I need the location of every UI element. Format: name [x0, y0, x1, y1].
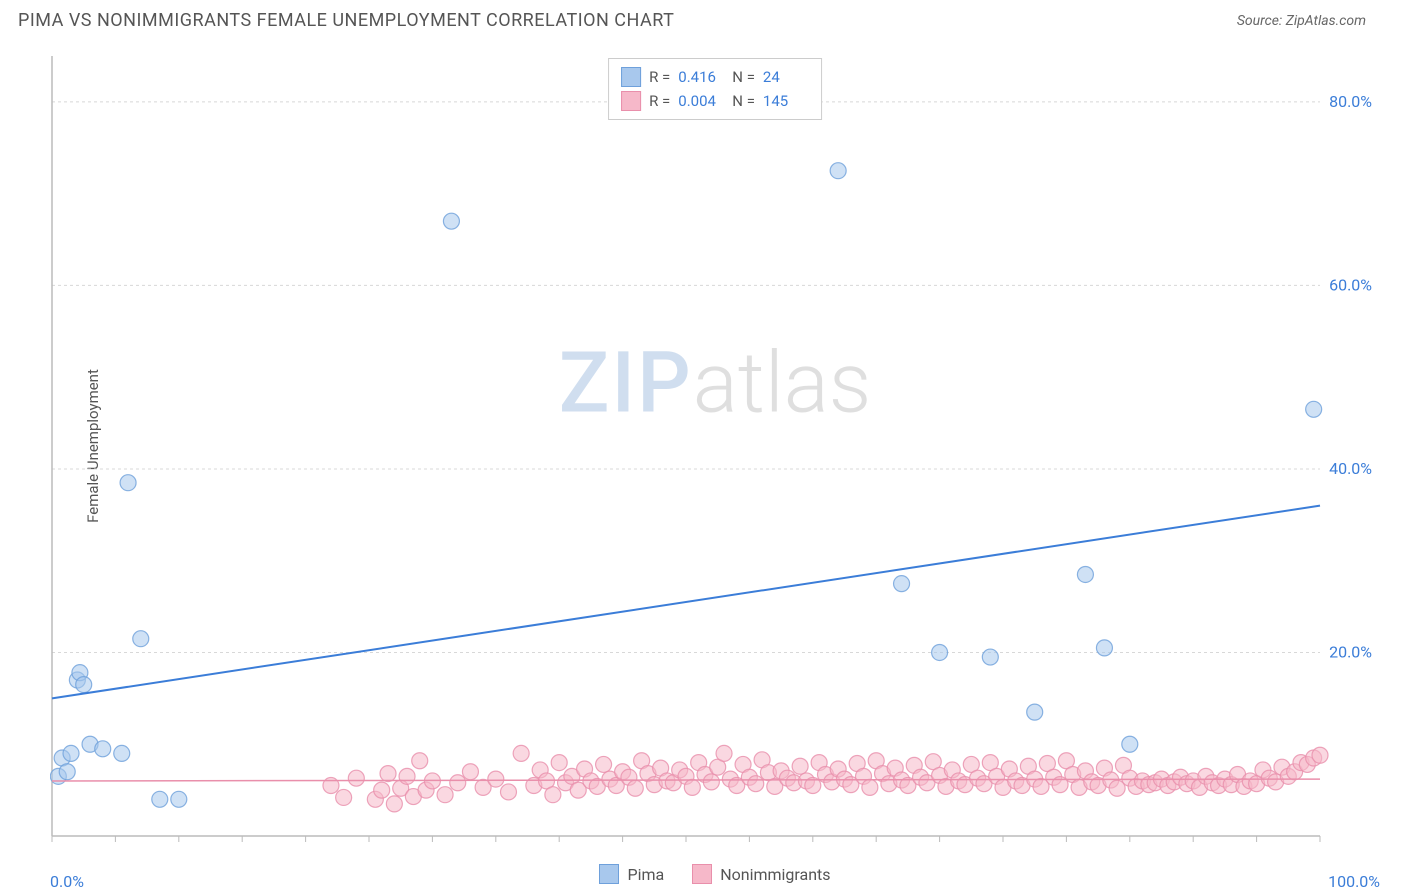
svg-text:20.0%: 20.0%	[1329, 642, 1372, 661]
scatter-plot: 20.0% 40.0% 60.0% 80.0%	[50, 50, 1380, 842]
swatch-nonimmigrants-bottom	[692, 864, 712, 884]
series-legend: Pima Nonimmigrants	[50, 864, 1380, 884]
swatch-pima-bottom	[599, 864, 619, 884]
svg-text:60.0%: 60.0%	[1329, 275, 1372, 294]
svg-text:40.0%: 40.0%	[1329, 459, 1372, 478]
legend-label-nonimmigrants: Nonimmigrants	[720, 865, 830, 884]
header: PIMA VS NONIMMIGRANTS FEMALE UNEMPLOYMEN…	[0, 0, 1406, 39]
source-label: Source: ZipAtlas.com	[1237, 13, 1366, 29]
legend-item-nonimmigrants: Nonimmigrants	[692, 864, 830, 884]
legend-item-pima: Pima	[599, 864, 664, 884]
swatch-pima	[621, 67, 641, 87]
svg-text:80.0%: 80.0%	[1329, 92, 1372, 111]
legend-row-pima: R = 0.416 N = 24	[621, 65, 809, 89]
plot-area: Female Unemployment ZIPatlas R = 0.416 N…	[50, 50, 1380, 842]
legend-row-nonimmigrants: R = 0.004 N = 145	[621, 89, 809, 113]
chart-title: PIMA VS NONIMMIGRANTS FEMALE UNEMPLOYMEN…	[18, 10, 674, 31]
r-value-nonimmigrants: 0.004	[678, 89, 724, 113]
legend-label-pima: Pima	[627, 865, 664, 884]
swatch-nonimmigrants	[621, 91, 641, 111]
correlation-legend: R = 0.416 N = 24 R = 0.004 N = 145	[608, 58, 822, 120]
n-value-nonimmigrants: 145	[763, 89, 809, 113]
r-value-pima: 0.416	[678, 65, 724, 89]
n-value-pima: 24	[763, 65, 809, 89]
